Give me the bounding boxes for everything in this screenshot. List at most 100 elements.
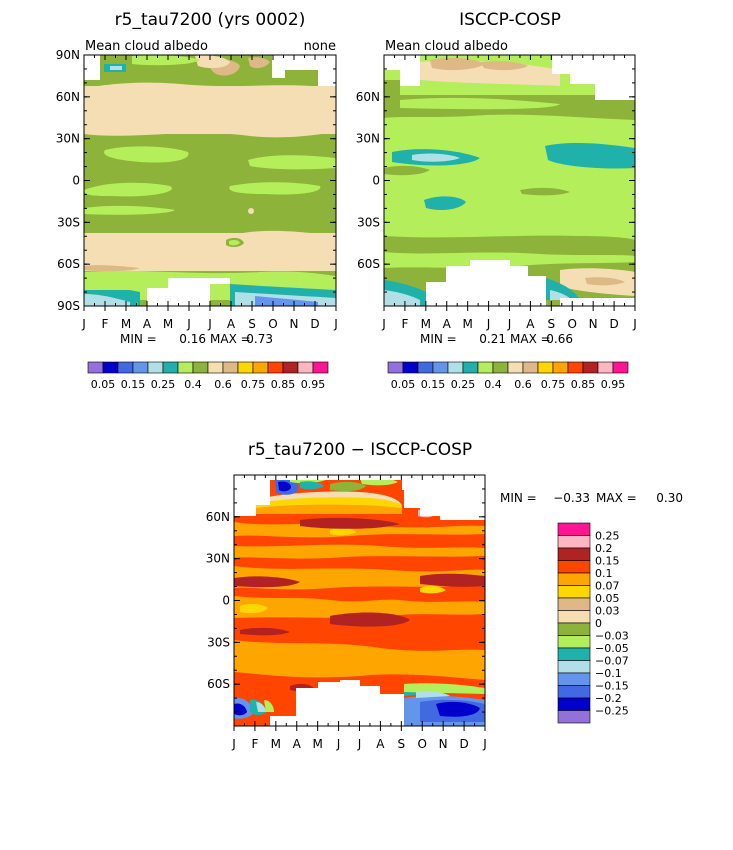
panel-obs: ISCCP-COSP Mean cloud albedo: [356, 10, 637, 391]
x-tick-label: S: [248, 317, 256, 331]
x-tick-label: F: [251, 737, 258, 751]
contour-south-sw-pale: [84, 294, 130, 306]
x-tick-label: J: [357, 737, 362, 751]
contour-tropics-teal-b: [545, 142, 635, 169]
missing-ne: [272, 55, 336, 86]
contour-tropics-e: [84, 205, 175, 215]
x-tick-label: D: [310, 317, 319, 331]
colorbar-label: 0.75: [241, 378, 266, 391]
colorbar-swatch: [312, 361, 329, 374]
colorbar-swatch: [557, 535, 591, 549]
x-tick-label: M: [121, 317, 131, 331]
colorbar-swatch: [117, 361, 134, 374]
panel-model-stats-max: 0.73: [246, 332, 273, 346]
contour-sw-lime-edge: [84, 277, 140, 290]
colorbar-swatch: [557, 647, 591, 661]
panel-diff-stats-min: −0.33: [553, 491, 590, 505]
panel-model: r5_tau7200 (yrs 0002) Mean cloud albedo …: [56, 10, 338, 391]
x-tick-label: A: [526, 317, 535, 331]
colorbar-swatch: [387, 361, 404, 374]
colorbar-label: −0.1: [595, 667, 622, 680]
contour-tropics-c: [229, 182, 321, 195]
contour-orange-north: [256, 504, 402, 514]
panel-diff: r5_tau7200 − ISCCP-COSP: [206, 440, 683, 751]
colorbar-swatch: [267, 361, 284, 374]
contour-yellow-3: [420, 585, 446, 594]
x-tick-label: A: [143, 317, 152, 331]
colorbar-label: 0.85: [271, 378, 296, 391]
colorbar-label: 0.25: [451, 378, 476, 391]
x-tick-label: O: [268, 317, 277, 331]
contour-blob-south-lime: [229, 239, 240, 246]
y-tick-label: 0: [372, 174, 380, 188]
contour-north-edge: [84, 128, 336, 138]
y-tick-label: 30S: [207, 635, 230, 649]
colorbar-label: −0.07: [595, 655, 629, 668]
panel-obs-colorbar: 0.05 0.15 0.25 0.4 0.6 0.75 0.85 0.95: [387, 361, 629, 391]
contour-tropics-pale-a: [412, 153, 460, 162]
colorbar-swatch: [557, 697, 591, 711]
x-tick-label: J: [632, 317, 637, 331]
colorbar-label: −0.2: [595, 692, 622, 705]
contour-polar-pale: [110, 66, 122, 70]
y-tick-label: 0: [72, 174, 80, 188]
colorbar-label: 0.15: [121, 378, 146, 391]
panel-model-field: [84, 55, 336, 306]
contour-pale-se: [416, 691, 450, 698]
x-tick-label: J: [231, 737, 236, 751]
colorbar-label: −0.15: [595, 680, 629, 693]
y-tick-label: 60N: [206, 510, 230, 524]
colorbar-swatch: [237, 361, 254, 374]
panel-model-left-label: Mean cloud albedo: [85, 39, 208, 54]
colorbar-swatch: [557, 660, 591, 674]
x-tick-label: M: [163, 317, 173, 331]
colorbar-swatch: [557, 572, 591, 586]
x-tick-label: M: [421, 317, 431, 331]
x-tick-label: J: [207, 317, 212, 331]
missing-south: [296, 680, 404, 726]
x-tick-label: A: [293, 737, 302, 751]
x-tick-label: J: [482, 737, 487, 751]
contour-navy-north: [278, 481, 292, 492]
colorbar-label: 0.05: [595, 592, 620, 605]
contour-hole-mid: [248, 208, 254, 214]
contour-darkred-2: [330, 612, 410, 627]
panel-diff-stats-max: 0.30: [656, 491, 683, 505]
colorbar-swatch: [557, 635, 591, 649]
x-tick-label: M: [312, 737, 322, 751]
contour-north-tan: [430, 57, 485, 71]
colorbar-swatch: [557, 622, 591, 636]
contour-navy-sw: [234, 703, 247, 716]
contour-tropics-teal-c: [424, 196, 466, 210]
y-tick-label: 90N: [56, 48, 80, 62]
x-tick-label: A: [227, 317, 236, 331]
x-tick-label: J: [336, 737, 341, 751]
panel-model-stats-max-label: MAX =: [210, 332, 251, 346]
contour-yellow-north: [255, 497, 402, 508]
colorbar-swatch: [557, 685, 591, 699]
panel-diff-colorbar: 0.250.20.150.10.070.050.030−0.03−0.05−0.…: [557, 522, 629, 724]
y-tick-label: 60S: [357, 257, 380, 271]
colorbar-swatch: [87, 361, 104, 374]
contour-darkred-4: [240, 627, 290, 636]
x-tick-label: J: [486, 317, 491, 331]
colorbar-label: 0.75: [541, 378, 566, 391]
colorbar-label: −0.05: [595, 642, 629, 655]
x-tick-label: N: [290, 317, 299, 331]
y-tick-label: 60S: [57, 257, 80, 271]
colorbar-swatch: [557, 610, 591, 624]
colorbar-label: 0.25: [151, 378, 176, 391]
panel-obs-stats-min-label: MIN =: [420, 332, 457, 346]
x-tick-label: N: [589, 317, 598, 331]
contour-band-4: [234, 596, 485, 618]
colorbar-swatch: [102, 361, 119, 374]
panel-obs-stats-max: 0.66: [546, 332, 573, 346]
colorbar-swatch: [492, 361, 509, 374]
x-tick-label: J: [381, 317, 386, 331]
colorbar-label: 0.6: [214, 378, 232, 391]
colorbar-swatch: [447, 361, 464, 374]
colorbar-swatch: [557, 710, 591, 724]
